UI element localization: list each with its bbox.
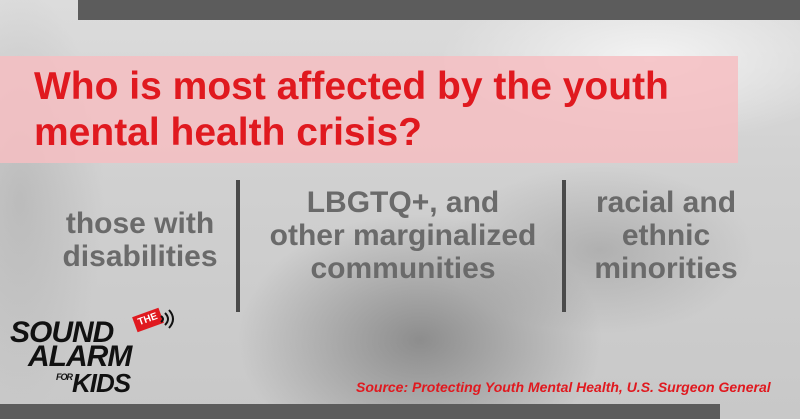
group-line: ethnic xyxy=(621,219,711,252)
sound-the-alarm-logo: SOUND ALARM FOR KIDS THE xyxy=(10,307,180,398)
group-line: racial and xyxy=(595,186,737,219)
group-line: minorities xyxy=(594,252,738,285)
source-citation: Source: Protecting Youth Mental Health, … xyxy=(356,379,771,395)
group-line: communities xyxy=(310,252,496,285)
group-line: those with xyxy=(65,207,215,240)
group-minorities: racial and ethnic minorities xyxy=(566,186,766,285)
bottom-bar xyxy=(0,404,720,419)
group-line: LBGTQ+, and xyxy=(306,186,500,219)
sound-waves-icon xyxy=(160,309,174,329)
divider xyxy=(236,180,240,312)
group-lgbtq: LBGTQ+, and other marginalized communiti… xyxy=(244,186,562,285)
title-band xyxy=(0,56,738,163)
logo-sound: SOUND xyxy=(10,316,114,349)
top-bar xyxy=(78,0,800,20)
logo-for: FOR xyxy=(56,372,73,382)
group-disabilities: those with disabilities xyxy=(46,207,234,273)
group-line: disabilities xyxy=(62,240,218,273)
logo-kids: KIDS xyxy=(72,368,131,398)
group-line: other marginalized xyxy=(269,219,537,252)
divider xyxy=(562,180,566,312)
page-title: Who is most affected by the youth mental… xyxy=(34,65,669,154)
logo-alarm: ALARM xyxy=(28,340,132,373)
